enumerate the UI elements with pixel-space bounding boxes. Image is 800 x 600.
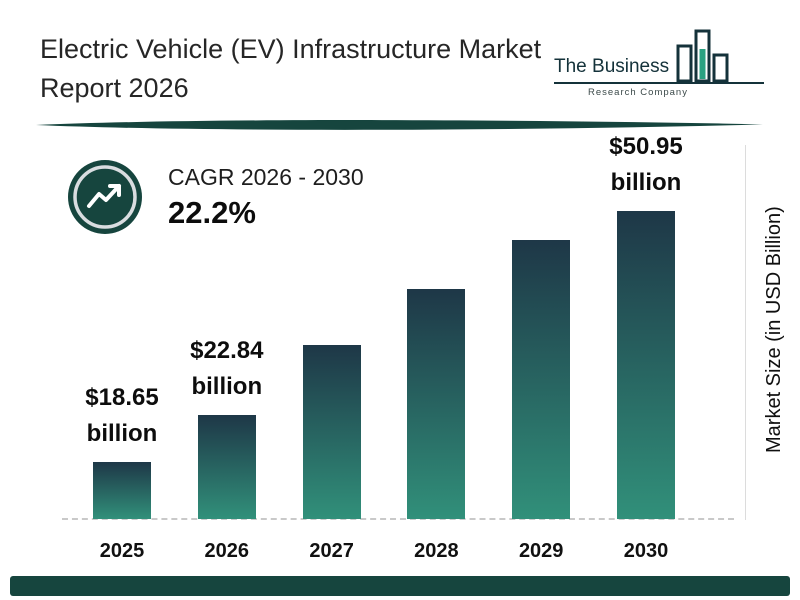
logo-row: The Business — [554, 28, 764, 84]
bar-column-2026: $22.84 billion 2026 — [190, 333, 263, 562]
x-tick-label-2028: 2028 — [414, 540, 459, 562]
footer-strip — [10, 576, 790, 596]
bar-column-2025: $18.65 billion 2025 — [85, 380, 158, 562]
trend-up-icon — [66, 158, 144, 236]
divider-lens — [36, 118, 764, 132]
bar-2028 — [407, 289, 466, 519]
x-axis-baseline — [62, 518, 734, 520]
bar-value-label-line: $18.65 — [85, 384, 159, 411]
bar-2026 — [197, 415, 256, 519]
x-tick-label-2029: 2029 — [518, 540, 564, 562]
cagr-label: CAGR 2026 - 2030 — [168, 163, 364, 190]
bar-column-2030: $50.95 billion 2030 — [609, 129, 682, 562]
bar-2025 — [93, 462, 151, 519]
cagr-block: CAGR 2026 - 2030 22.2% — [66, 158, 364, 236]
x-tick-label-2026: 2026 — [204, 540, 250, 562]
page-title-line1: Electric Vehicle (EV) Infrastructure Mar… — [40, 34, 542, 64]
x-tick-label-2027: 2027 — [309, 540, 354, 562]
bar-group: $18.65 billion 2025 $22.84 billion 2026 2027 20… — [85, 129, 682, 562]
bar-value-label-2026: $22.84 billion — [190, 333, 263, 405]
bar-column-2027: 2027 — [302, 345, 361, 562]
logo-name: The Business — [554, 56, 670, 77]
bar-value-label-2030: $50.95 billion — [609, 129, 682, 201]
x-tick-label-2025: 2025 — [99, 540, 145, 562]
bar-column-2028: 2028 — [407, 289, 466, 562]
bar-value-label-line: billion — [191, 373, 263, 400]
bar-2030 — [616, 211, 675, 519]
bar-2029 — [512, 240, 571, 519]
bar-column-2029: 2029 — [512, 240, 571, 562]
bar-value-label-line: billion — [86, 420, 158, 447]
bar-value-label-2025: $18.65 billion — [85, 380, 158, 452]
x-tick-label-2030: 2030 — [623, 540, 669, 562]
bar-value-label-line: $22.84 — [190, 337, 264, 364]
logo-subname: Research Company — [588, 87, 688, 98]
y-axis-label: Market Size (in USD Billion) — [763, 206, 785, 454]
cagr-value: 22.2% — [168, 194, 256, 230]
company-logo: The Business Research Company — [554, 28, 764, 98]
page-title: Electric Vehicle (EV) Infrastructure Mar… — [40, 30, 560, 108]
page-title-line2: Report 2026 — [40, 73, 189, 104]
bar-chart-logo-icon — [676, 29, 729, 82]
bar-value-label-line: $50.95 — [609, 133, 683, 160]
y-axis-line — [745, 145, 746, 520]
bar-2027 — [302, 345, 361, 519]
bar-value-label-line: billion — [610, 169, 682, 196]
cagr-text: CAGR 2026 - 2030 22.2% — [168, 164, 364, 231]
